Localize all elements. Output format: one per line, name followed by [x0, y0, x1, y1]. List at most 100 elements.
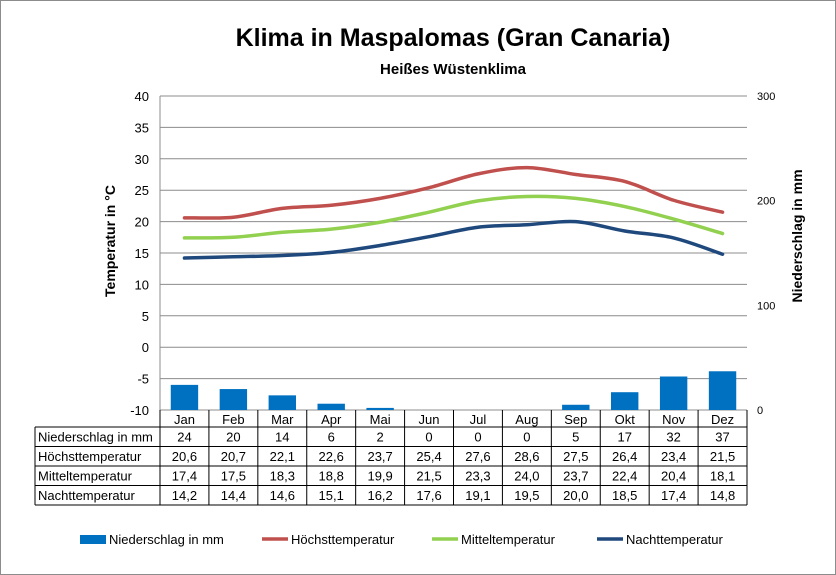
- y-tick-label: 10: [135, 277, 149, 292]
- table-cell: 18,8: [319, 469, 344, 484]
- x-tick-label: Sep: [564, 412, 587, 427]
- y-tick-label: 35: [135, 120, 149, 135]
- x-tick-label: Jan: [174, 412, 195, 427]
- table-cell: 28,6: [514, 449, 539, 464]
- table-cell: 27,5: [563, 449, 588, 464]
- bar-niederschlag: [219, 389, 248, 410]
- table-cell: 24,0: [514, 469, 539, 484]
- table-row-header: Nachttemperatur: [38, 488, 135, 503]
- table-cell: 21,5: [710, 449, 735, 464]
- table-cell: 20,0: [563, 488, 588, 503]
- y-axis-label: Temperatur in °C: [102, 185, 118, 297]
- x-tick-label: Apr: [321, 412, 342, 427]
- x-tick-label: Jul: [470, 412, 487, 427]
- table-cell: 26,4: [612, 449, 637, 464]
- table-cell: 15,1: [319, 488, 344, 503]
- legend-label: Höchsttemperatur: [291, 532, 395, 547]
- table-cell: 0: [523, 430, 530, 445]
- table-cell: 17,4: [172, 469, 197, 484]
- bar-niederschlag: [317, 403, 345, 410]
- table-cell: 21,5: [416, 469, 441, 484]
- y-tick-label: 25: [135, 183, 149, 198]
- y-tick-label: 20: [135, 215, 149, 230]
- table-cell: 17: [617, 430, 631, 445]
- table-cell: 23,4: [661, 449, 686, 464]
- y-tick-label: 5: [142, 309, 149, 324]
- table-cell: 22,6: [319, 449, 344, 464]
- y-tick-label: 15: [135, 246, 149, 261]
- table-cell: 5: [572, 430, 579, 445]
- x-tick-label: Jun: [419, 412, 440, 427]
- table-cell: 19,1: [465, 488, 490, 503]
- y-tick-label: 40: [135, 89, 149, 104]
- table-cell: 14: [275, 430, 289, 445]
- table-row-header: Höchsttemperatur: [38, 449, 142, 464]
- legend-swatch: [80, 535, 106, 544]
- table-cell: 18,1: [710, 469, 735, 484]
- table-cell: 20,4: [661, 469, 686, 484]
- table-cell: 20: [226, 430, 240, 445]
- table-cell: 14,8: [710, 488, 735, 503]
- x-tick-label: Mai: [370, 412, 391, 427]
- table-cell: 0: [425, 430, 432, 445]
- y2-tick-label: 300: [757, 91, 775, 103]
- table-cell: 14,2: [172, 488, 197, 503]
- x-tick-label: Nov: [662, 412, 686, 427]
- table-cell: 14,4: [221, 488, 246, 503]
- table-cell: 25,4: [416, 449, 441, 464]
- table-cell: 17,5: [221, 469, 246, 484]
- table-cell: 23,7: [367, 449, 392, 464]
- table-cell: 22,1: [270, 449, 295, 464]
- table-cell: 32: [666, 430, 680, 445]
- x-tick-label: Dez: [711, 412, 734, 427]
- table-cell: 0: [474, 430, 481, 445]
- bar-niederschlag: [366, 407, 394, 410]
- table-cell: 19,9: [367, 469, 392, 484]
- table-cell: 17,6: [416, 488, 441, 503]
- line-mitteltemperatur: [182, 194, 725, 240]
- table-cell: 18,5: [612, 488, 637, 503]
- legend-label: Nachttemperatur: [626, 532, 723, 547]
- x-tick-label: Mar: [271, 412, 294, 427]
- y2-tick-label: 200: [757, 196, 775, 208]
- y2-tick-label: 0: [757, 405, 763, 417]
- bar-niederschlag: [659, 376, 688, 410]
- table-cell: 16,2: [367, 488, 392, 503]
- y2-tick-label: 100: [757, 300, 775, 312]
- y-tick-label: -5: [137, 372, 149, 387]
- line-nachttemperatur: [182, 219, 725, 260]
- table-cell: 23,7: [563, 469, 588, 484]
- x-tick-label: Aug: [515, 412, 538, 427]
- table-cell: 6: [328, 430, 335, 445]
- table-cell: 20,7: [221, 449, 246, 464]
- y-tick-label: -10: [130, 403, 149, 418]
- chart-title: Klima in Maspalomas (Gran Canaria): [235, 24, 671, 52]
- table-cell: 14,6: [270, 488, 295, 503]
- bar-niederschlag: [611, 392, 639, 410]
- bar-niederschlag: [268, 395, 296, 410]
- bar-niederschlag: [708, 371, 737, 410]
- legend-label: Niederschlag in mm: [109, 532, 224, 547]
- x-tick-label: Okt: [615, 412, 636, 427]
- legend-label: Mitteltemperatur: [461, 532, 556, 547]
- y-tick-label: 30: [135, 152, 149, 167]
- table-cell: 17,4: [661, 488, 686, 503]
- table-cell: 27,6: [465, 449, 490, 464]
- table-cell: 24: [177, 430, 191, 445]
- table-row-header: Niederschlag in mm: [38, 430, 153, 445]
- line-hoechsttemperatur: [182, 165, 725, 220]
- table-cell: 20,6: [172, 449, 197, 464]
- table-cell: 37: [715, 430, 729, 445]
- table-row-header: Mitteltemperatur: [38, 469, 133, 484]
- chart-subtitle: Heißes Wüstenklima: [380, 61, 526, 78]
- bar-niederschlag: [170, 384, 199, 410]
- y-tick-label: 0: [142, 340, 149, 355]
- table-cell: 19,5: [514, 488, 539, 503]
- table-cell: 22,4: [612, 469, 637, 484]
- table-cell: 23,3: [465, 469, 490, 484]
- table-cell: 2: [377, 430, 384, 445]
- bar-niederschlag: [562, 404, 590, 410]
- y2-axis-label: Niederschlag in mm: [789, 169, 805, 302]
- table-cell: 18,3: [270, 469, 295, 484]
